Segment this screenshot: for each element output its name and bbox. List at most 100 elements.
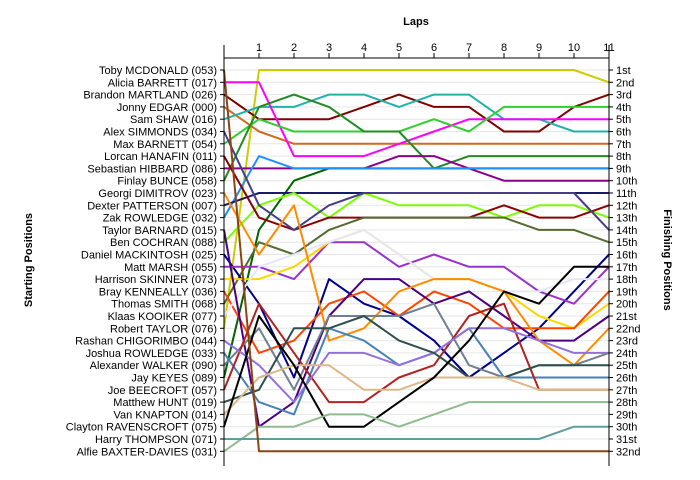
series-line-7: [223, 93, 609, 182]
lap-tick-label: 8: [501, 42, 507, 54]
series-line-20: [223, 228, 609, 317]
starting-position-label: Zak ROWLEDGE (032): [103, 213, 217, 225]
series-line-26: [223, 327, 609, 404]
starting-position-label: Alexander WALKER (090): [90, 360, 217, 372]
series-line-30: [223, 401, 609, 453]
finishing-position-label: 10th: [616, 176, 637, 188]
finishing-position-label: 1st: [616, 65, 631, 77]
finishing-position-label: 8th: [616, 151, 631, 163]
starting-position-label: Max BARNETT (054): [113, 139, 217, 151]
series-line-27: [223, 315, 609, 404]
series-line-5: [224, 81, 609, 158]
starting-position-label: Harry THOMPSON (071): [95, 434, 217, 446]
series-line-8: [224, 155, 609, 182]
lap-tick-label: 3: [326, 42, 332, 54]
lap-tick-label: 9: [536, 42, 542, 54]
series-line-29: [223, 265, 609, 428]
starting-position-label: Daniel MACKINTOSH (025): [81, 250, 217, 262]
finishing-position-label: 6th: [616, 127, 631, 139]
starting-position-label: Alfie BAXTER-DAVIES (031): [77, 446, 217, 458]
finishing-position-label: 2nd: [616, 77, 634, 89]
starting-position-label: Ben COCHRAN (088): [110, 237, 217, 249]
lap-tick-label: 4: [361, 42, 367, 54]
finishing-position-label: 15th: [616, 237, 637, 249]
axes: 1 2 3 4 5 6 7 8 9 10 11 Toby MCDONALD (053)Alicia B…: [66, 42, 640, 466]
finishing-position-label: 19th: [616, 286, 637, 298]
finishing-position-label: 3rd: [616, 90, 632, 102]
starting-position-label: Van KNAPTON (014): [113, 409, 217, 421]
series-line-22: [223, 192, 610, 367]
finishing-position-label: 29th: [616, 409, 637, 421]
starting-position-label: Lorcan HANAFIN (011): [104, 151, 217, 163]
starting-position-label: Clayton RAVENSCROFT (075): [66, 422, 217, 434]
finishing-position-label: 22nd: [616, 323, 640, 335]
finishing-position-label: 17th: [616, 262, 637, 274]
series-lines: [223, 69, 610, 453]
series-line-16: [223, 253, 610, 379]
lap-tick-label: 10: [568, 42, 580, 54]
series-line-1: [223, 69, 610, 329]
top-axis-title: Laps: [403, 16, 429, 28]
lap-tick-label: 7: [466, 42, 472, 54]
finishing-position-label: 26th: [616, 373, 637, 385]
series-line-4: [223, 93, 609, 133]
finishing-position-label: 32nd: [616, 446, 640, 458]
lap-tick-label: 6: [431, 42, 437, 54]
finishing-position-label: 13th: [616, 213, 637, 225]
finishing-position-label: 30th: [616, 422, 637, 434]
starting-position-label: Sebastian HIBBARD (086): [87, 163, 217, 175]
finishing-position-label: 12th: [616, 200, 637, 212]
series-line-28: [223, 364, 609, 416]
left-axis-title: Starting Positions: [23, 213, 35, 307]
finishing-position-label: 14th: [616, 225, 637, 237]
finishing-position-label: 28th: [616, 397, 637, 409]
finishing-position-label: 20th: [616, 299, 637, 311]
finishing-position-label: 5th: [616, 114, 631, 126]
series-line-14: [223, 131, 610, 231]
starting-position-label: Taylor BARNARD (015): [102, 225, 217, 237]
series-line-32: [223, 69, 609, 453]
starting-position-label: Jonny EDGAR (000): [117, 102, 217, 114]
starting-position-label: Alicia BARRETT (017): [108, 77, 217, 89]
finishing-position-label: 24th: [616, 348, 637, 360]
series-line-19: [223, 290, 610, 354]
finishing-position-label: 23rd: [616, 336, 638, 348]
starting-position-label: Joe BEECROFT (057): [108, 385, 217, 397]
starting-position-label: Klaas KOOIKER (077): [108, 311, 217, 323]
starting-position-label: Matt MARSH (055): [124, 262, 217, 274]
series-line-21: [223, 229, 610, 428]
finishing-position-label: 11th: [616, 188, 637, 200]
lap-tick-label: 11: [603, 42, 614, 54]
series-line-12: [223, 192, 610, 243]
starting-position-label: Brandon MARTLAND (026): [83, 90, 217, 102]
series-line-6: [223, 105, 609, 145]
series-line-15: [223, 216, 610, 305]
finishing-position-label: 16th: [616, 250, 637, 262]
finishing-position-label: 25th: [616, 360, 637, 372]
series-line-10: [223, 155, 609, 219]
series-line-31: [224, 425, 609, 440]
finishing-position-label: 7th: [616, 139, 631, 151]
starting-position-label: Sam SHAW (016): [130, 114, 217, 126]
finishing-position-label: 4th: [616, 102, 631, 114]
series-line-17: [224, 241, 610, 305]
starting-position-label: Rashan CHIGORIMBO (044): [75, 336, 217, 348]
finishing-position-label: 21st: [616, 311, 637, 323]
finishing-position-label: 18th: [616, 274, 637, 286]
starting-position-label: Matthew HUNT (019): [113, 397, 217, 409]
starting-position-label: Thomas SMITH (068): [111, 299, 217, 311]
starting-position-label: Dexter PATTERSON (007): [87, 200, 217, 212]
starting-position-label: Georgi DIMITROV (023): [98, 188, 217, 200]
starting-position-label: Harrison SKINNER (073): [95, 274, 217, 286]
right-axis-title: Finishing Positions: [661, 209, 673, 310]
starting-position-label: Alex SIMMONDS (034): [103, 127, 217, 139]
starting-position-label: Joshua ROWLEDGE (033): [86, 348, 217, 360]
finishing-position-label: 9th: [616, 163, 631, 175]
lap-tick-label: 1: [256, 42, 262, 54]
lap-tick-label: 2: [291, 42, 297, 54]
finishing-position-label: 31st: [616, 434, 637, 446]
starting-position-label: Robert TAYLOR (076): [110, 323, 217, 335]
starting-position-label: Bray KENNEALLY (036): [99, 286, 217, 298]
